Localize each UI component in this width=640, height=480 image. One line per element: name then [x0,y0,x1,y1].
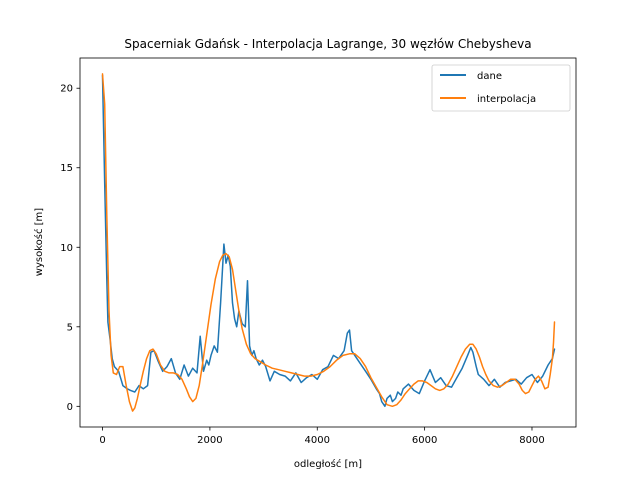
legend-box [431,64,571,112]
x-tick-label: 4000 [305,435,330,446]
y-tick-label: 5 [67,322,73,333]
x-tick-label: 8000 [519,435,544,446]
y-axis-label: wysokość [m] [33,208,45,277]
y-tick-label: 15 [60,163,73,174]
y-tick-label: 0 [67,402,73,413]
axes-frame [79,57,577,428]
series-lines [101,73,556,412]
axis-ticks: 0 2000 4000 6000 8000 0 5 10 15 20 [60,84,544,446]
x-tick-label: 6000 [412,435,437,446]
x-tick-label: 2000 [197,435,222,446]
plot-area [80,58,576,427]
legend-label-interpolacja: interpolacja [477,94,536,105]
legend: dane interpolacja [431,64,571,112]
series-line-interpolacja [101,73,556,412]
series-line-dane [101,74,556,408]
legend-label-dane: dane [477,71,502,82]
chart-title: Spacerniak Gdańsk - Interpolacja Lagrang… [124,37,531,51]
y-tick-label: 20 [60,84,73,95]
y-tick-label: 10 [60,243,73,254]
x-axis-label: odległość [m] [294,458,362,470]
x-tick-label: 0 [99,435,105,446]
